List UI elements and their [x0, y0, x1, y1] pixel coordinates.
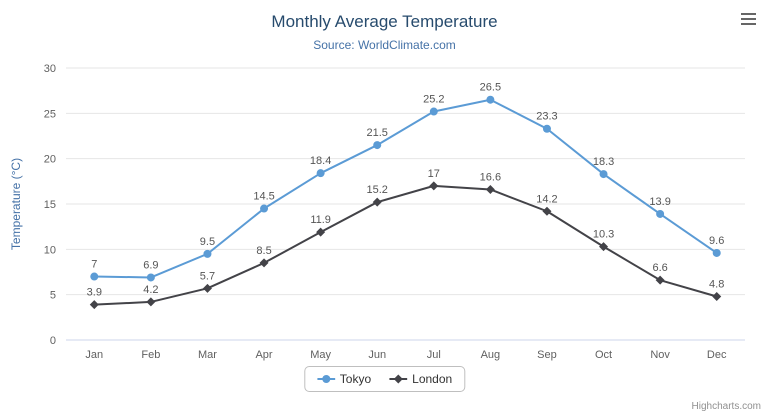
x-axis-tick-label: Aug — [481, 349, 501, 361]
data-point-tokyo[interactable] — [373, 141, 382, 150]
data-label: 7 — [91, 259, 97, 271]
data-point-tokyo[interactable] — [712, 248, 721, 257]
data-point-london[interactable] — [89, 300, 99, 310]
data-point-tokyo[interactable] — [203, 249, 212, 258]
data-label: 13.9 — [649, 196, 670, 208]
data-label: 11.9 — [310, 214, 331, 226]
data-point-tokyo[interactable] — [599, 170, 608, 179]
y-axis-tick-label: 0 — [50, 335, 56, 347]
data-label: 6.9 — [143, 259, 158, 271]
data-label: 4.2 — [143, 284, 158, 296]
y-axis-tick-label: 10 — [44, 244, 56, 256]
data-label: 16.6 — [480, 171, 501, 183]
data-label: 9.5 — [200, 236, 215, 248]
data-point-london[interactable] — [429, 181, 439, 191]
data-point-tokyo[interactable] — [656, 209, 665, 218]
diamond-marker-icon — [389, 374, 408, 384]
legend-item-london[interactable]: London — [389, 372, 452, 386]
data-point-london[interactable] — [712, 291, 722, 301]
legend-label: Tokyo — [339, 372, 372, 386]
data-label: 4.8 — [709, 278, 724, 290]
circle-marker-icon — [316, 375, 335, 383]
x-axis-tick-label: Dec — [707, 349, 727, 361]
data-label: 5.7 — [200, 270, 215, 282]
x-axis-tick-label: Feb — [141, 349, 160, 361]
data-point-london[interactable] — [599, 242, 609, 252]
data-point-tokyo[interactable] — [316, 169, 325, 178]
data-point-tokyo[interactable] — [146, 273, 155, 282]
data-point-london[interactable] — [316, 227, 326, 237]
x-axis-tick-label: Jun — [368, 349, 386, 361]
data-label: 14.5 — [253, 191, 274, 203]
y-axis-tick-label: 20 — [44, 154, 56, 166]
x-axis-tick-label: Oct — [595, 349, 612, 361]
data-label: 9.6 — [709, 235, 724, 247]
data-point-london[interactable] — [485, 184, 495, 194]
data-label: 3.9 — [87, 287, 102, 299]
data-point-london[interactable] — [146, 297, 156, 307]
data-point-tokyo[interactable] — [486, 95, 495, 104]
y-axis-tick-label: 5 — [50, 290, 56, 302]
data-point-tokyo[interactable] — [429, 107, 438, 116]
y-axis-tick-label: 25 — [44, 108, 56, 120]
series-line-london — [94, 184, 717, 306]
x-axis-tick-label: Jul — [427, 349, 441, 361]
y-axis-tick-label: 30 — [44, 63, 56, 75]
data-point-london[interactable] — [259, 258, 269, 268]
legend-item-tokyo[interactable]: Tokyo — [316, 372, 372, 386]
data-point-london[interactable] — [542, 206, 552, 216]
chart-subtitle: Source: WorldClimate.com — [313, 38, 456, 52]
data-label: 23.3 — [536, 111, 557, 123]
data-label: 25.2 — [423, 94, 444, 106]
data-point-tokyo[interactable] — [260, 204, 269, 213]
legend: Tokyo London — [303, 366, 466, 392]
series-line-tokyo — [94, 98, 718, 279]
data-label: 10.3 — [593, 229, 614, 241]
x-axis-tick-label: Nov — [650, 349, 670, 361]
legend-label: London — [412, 372, 453, 386]
x-axis-tick-label: Jan — [85, 349, 103, 361]
data-point-london[interactable] — [655, 275, 665, 285]
chart-title: Monthly Average Temperature — [271, 12, 498, 31]
y-axis-tick-label: 15 — [44, 199, 56, 211]
x-axis-tick-label: Mar — [198, 349, 217, 361]
data-label: 6.6 — [652, 262, 667, 274]
data-label: 17 — [428, 168, 440, 180]
data-point-tokyo[interactable] — [542, 124, 551, 133]
x-axis-tick-label: Sep — [537, 349, 557, 361]
x-axis-tick-label: Apr — [255, 349, 272, 361]
data-label: 8.5 — [256, 245, 271, 257]
x-axis-tick-label: May — [310, 349, 331, 361]
data-label: 18.3 — [593, 156, 614, 168]
data-point-tokyo[interactable] — [90, 272, 99, 281]
hamburger-menu-icon[interactable] — [735, 8, 761, 30]
data-label: 21.5 — [366, 127, 387, 139]
data-point-london[interactable] — [202, 283, 212, 293]
credits-link[interactable]: Highcharts.com — [691, 401, 761, 412]
y-axis-title: Temperature (°C) — [9, 157, 23, 251]
data-point-london[interactable] — [372, 197, 382, 207]
data-label: 15.2 — [366, 184, 387, 196]
data-label: 26.5 — [480, 82, 501, 94]
data-label: 18.4 — [310, 155, 331, 167]
data-label: 14.2 — [536, 193, 557, 205]
